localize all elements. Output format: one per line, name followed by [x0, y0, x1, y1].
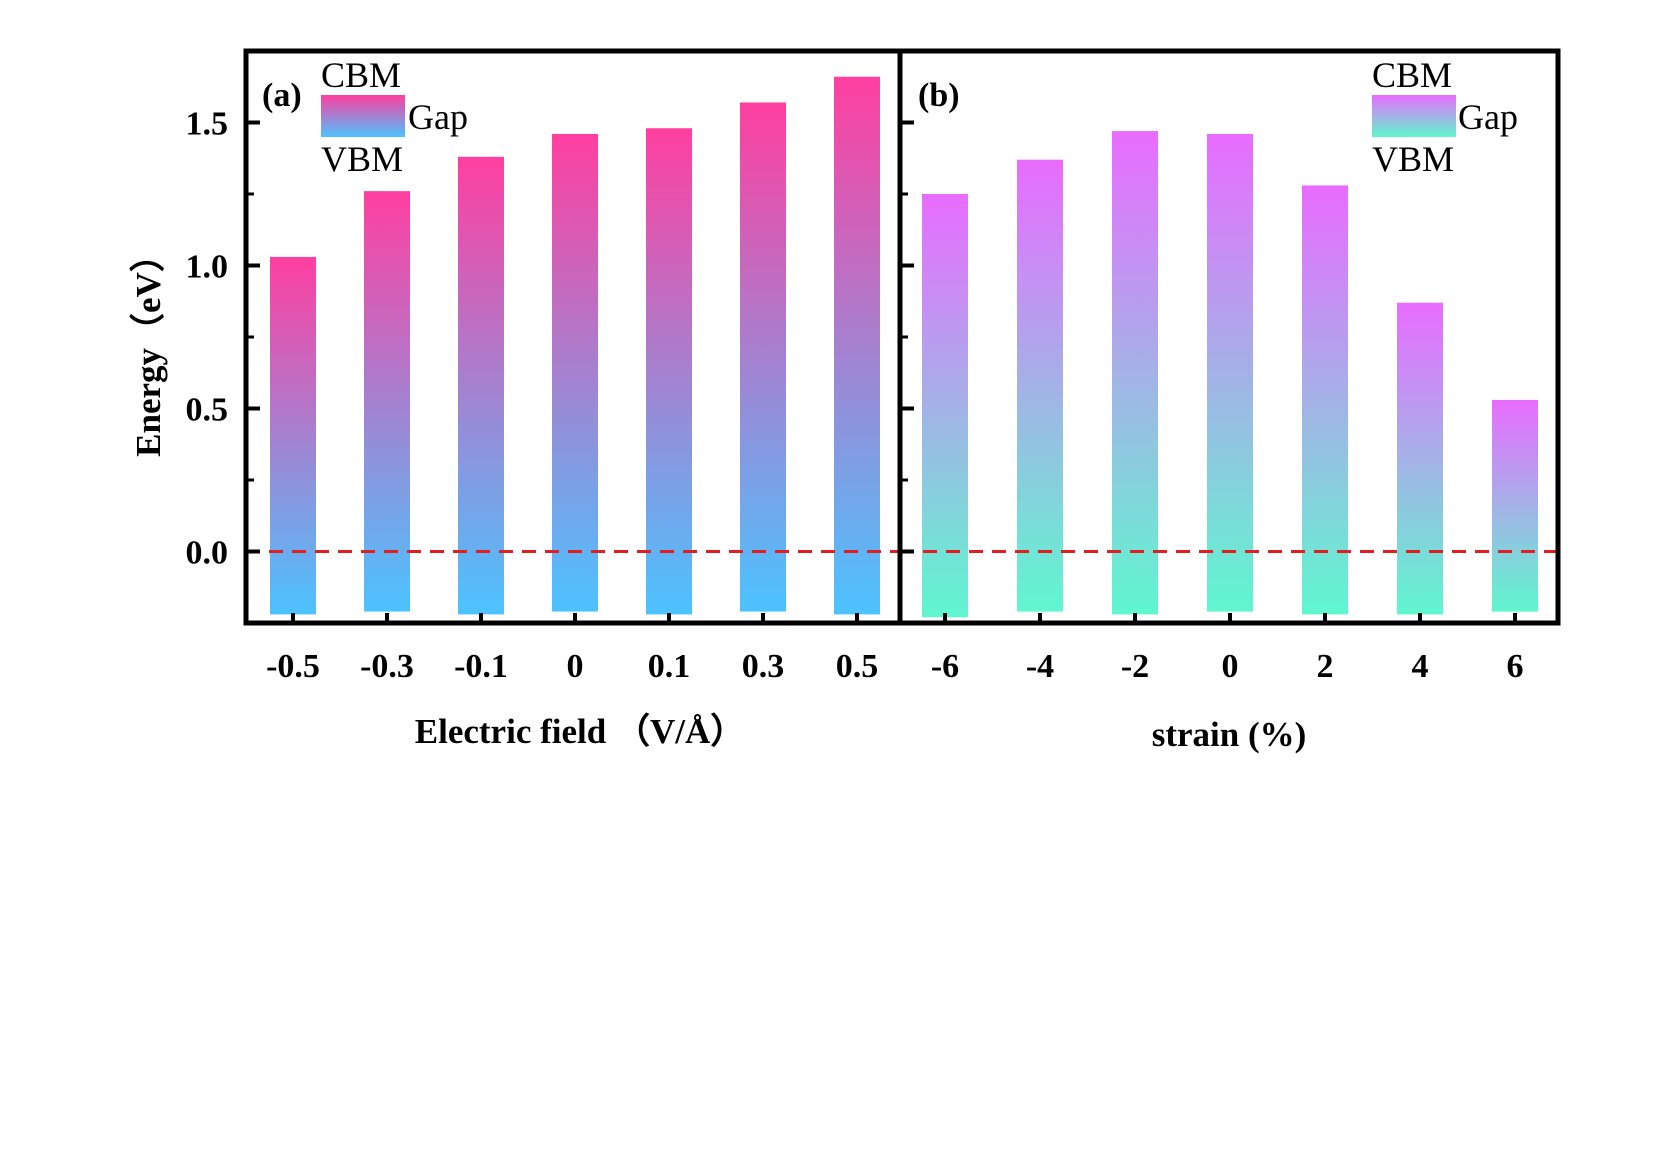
panel-b-x-tick-label: -6 [931, 648, 959, 685]
panel-a-legend-cbm: CBM [321, 55, 401, 95]
panel-a-y-tick-label: 0.0 [186, 535, 229, 572]
panel-a-label: (a) [262, 77, 302, 114]
panel-a-bar [552, 133, 598, 612]
panel-a-x-tick-labels: -0.5 -0.3 -0.1 0 0.1 0.3 0.5 [266, 648, 878, 685]
panel-a-x-tick-label: 0 [567, 648, 584, 685]
panel-b-x-tick-label: -2 [1121, 648, 1149, 685]
panel-b-x-tick-labels: -6 -4 -2 0 2 4 6 [931, 648, 1524, 685]
panel-a-x-tick-label: 0.3 [742, 648, 785, 685]
panel-b-bar [922, 194, 968, 618]
panel-a-bar [740, 102, 786, 612]
panel-b-x-tick-label: 2 [1317, 648, 1334, 685]
panel-a-legend-gap: Gap [408, 97, 468, 137]
panel-b-bars [922, 131, 1538, 618]
panel-a-x-tick-label: -0.5 [266, 648, 320, 685]
panel-b-label: (b) [918, 77, 960, 114]
panel-a-legend-vbm: VBM [321, 139, 403, 179]
panel-b: -6 -4 -2 0 2 4 6 (b) CBM Gap VBM strain (%) [900, 55, 1558, 754]
panel-b-x-tick-label: 4 [1412, 648, 1429, 685]
panel-b-bar [1017, 159, 1063, 612]
panel-b-bar [1302, 185, 1348, 615]
panel-a-x-tick-label: 0.5 [836, 648, 879, 685]
panel-b-legend-gap: Gap [1458, 97, 1518, 137]
panel-a-y-tick-label: 1.0 [186, 249, 229, 286]
panel-b-x-axis-title: strain (%) [1152, 715, 1307, 754]
panel-b-legend: CBM Gap VBM [1372, 55, 1518, 179]
panel-a-bars [270, 76, 880, 615]
panel-b-legend-swatch [1372, 95, 1456, 137]
panel-b-bar [1112, 131, 1158, 615]
panel-a: -0.5 -0.3 -0.1 0 0.1 0.3 0.5 0.00.51.01.5 (a) … [186, 55, 900, 751]
panel-a-bar [646, 128, 692, 615]
panel-b-x-tick-label: 0 [1222, 648, 1239, 685]
panel-b-x-tick-label: 6 [1507, 648, 1524, 685]
panel-a-x-tick-label: 0.1 [648, 648, 691, 685]
panel-a-legend-swatch [321, 95, 405, 137]
y-axis-title: Energy（eV） [129, 237, 168, 457]
panel-a-legend: CBM Gap VBM [321, 55, 468, 179]
panel-b-bar [1397, 302, 1443, 615]
panel-a-bar [834, 76, 880, 615]
panel-a-bar [270, 256, 316, 615]
panel-b-legend-vbm: VBM [1372, 139, 1454, 179]
panel-a-x-tick-label: -0.3 [360, 648, 414, 685]
panel-b-x-tick-label: -4 [1026, 648, 1054, 685]
panel-a-bar [364, 191, 410, 612]
panel-a-bar [458, 156, 504, 615]
panel-b-bar [1207, 133, 1253, 612]
panel-b-legend-cbm: CBM [1372, 55, 1452, 95]
panel-a-y-tick-label: 0.5 [186, 392, 229, 429]
panel-a-y-tick-labels: 0.0 0.5 1.0 1.5 [186, 106, 229, 572]
panel-a-y-tick-label: 1.5 [186, 106, 229, 143]
panel-a-x-tick-label: -0.1 [454, 648, 508, 685]
panel-b-bar [1492, 399, 1538, 612]
panel-a-x-axis-title: Electric field （V/Å） [415, 712, 745, 751]
